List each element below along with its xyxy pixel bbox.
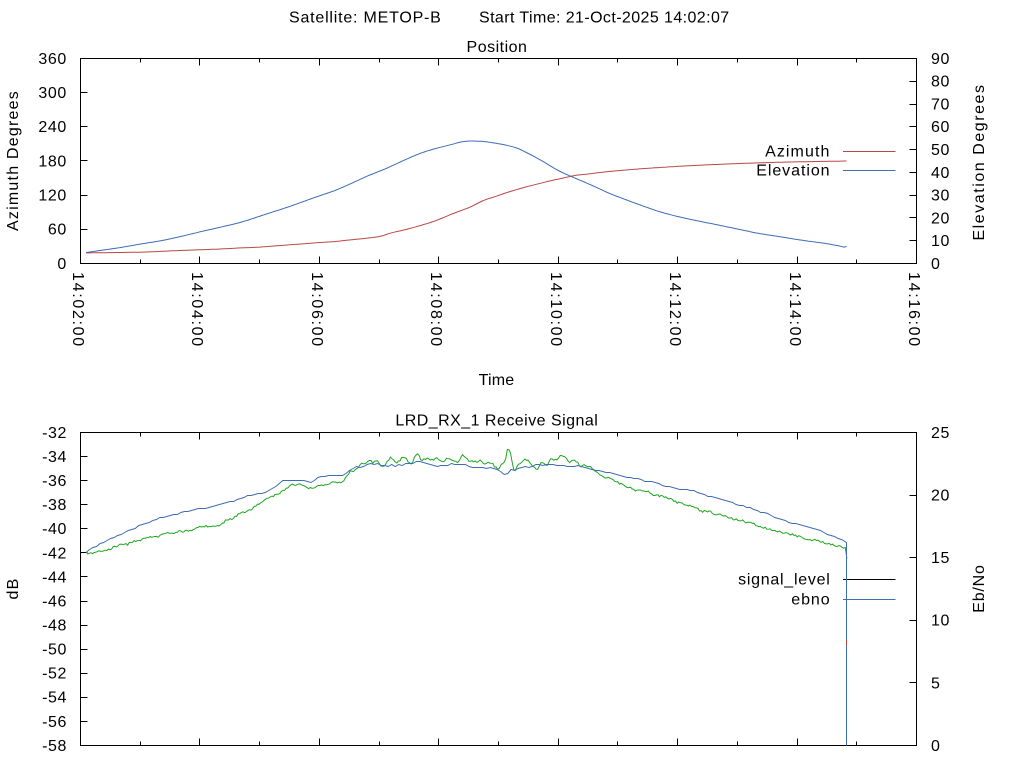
svg-text:-56: -56	[42, 714, 67, 731]
svg-text:Position: Position	[467, 39, 528, 56]
svg-text:120: 120	[38, 188, 66, 205]
svg-text:80: 80	[931, 74, 950, 91]
svg-text:Time: Time	[479, 372, 515, 389]
svg-text:-52: -52	[42, 666, 67, 683]
svg-text:180: 180	[38, 153, 66, 170]
svg-text:0: 0	[931, 256, 940, 273]
svg-text:-38: -38	[42, 497, 67, 514]
svg-text:ebno: ebno	[791, 591, 830, 608]
svg-text:-48: -48	[42, 618, 67, 635]
svg-text:-32: -32	[42, 425, 67, 442]
svg-text:Azimuth Degrees: Azimuth Degrees	[5, 90, 22, 231]
svg-text:Satellite: METOP-B: Satellite: METOP-B	[289, 10, 442, 27]
svg-text:240: 240	[38, 119, 66, 136]
svg-text:14:04:00: 14:04:00	[188, 272, 205, 348]
svg-text:0: 0	[57, 256, 66, 273]
svg-text:15: 15	[931, 550, 950, 567]
svg-text:dB: dB	[5, 577, 22, 599]
svg-text:360: 360	[38, 51, 66, 68]
svg-text:14:16:00: 14:16:00	[905, 272, 922, 348]
svg-text:-54: -54	[42, 690, 67, 707]
svg-text:-42: -42	[42, 545, 67, 562]
svg-text:-34: -34	[42, 449, 67, 466]
svg-text:LRD_RX_1 Receive Signal: LRD_RX_1 Receive Signal	[395, 413, 598, 430]
svg-text:-36: -36	[42, 473, 67, 490]
svg-text:70: 70	[931, 96, 950, 113]
svg-text:90: 90	[931, 51, 950, 68]
svg-text:14:02:00: 14:02:00	[69, 272, 86, 348]
svg-text:-50: -50	[42, 642, 67, 659]
svg-text:0: 0	[931, 738, 940, 755]
svg-text:20: 20	[931, 488, 950, 505]
svg-text:40: 40	[931, 165, 950, 182]
svg-text:-46: -46	[42, 593, 67, 610]
svg-text:Elevation Degrees: Elevation Degrees	[971, 83, 988, 240]
svg-text:14:14:00: 14:14:00	[786, 272, 803, 348]
svg-text:14:06:00: 14:06:00	[308, 272, 325, 348]
svg-text:-40: -40	[42, 521, 67, 538]
svg-text:-44: -44	[42, 569, 67, 586]
svg-text:10: 10	[931, 233, 950, 250]
svg-text:60: 60	[48, 222, 67, 239]
svg-text:60: 60	[931, 119, 950, 136]
svg-text:signal_level: signal_level	[738, 571, 830, 588]
svg-text:25: 25	[931, 425, 950, 442]
svg-text:5: 5	[931, 675, 940, 692]
svg-text:Start Time: 21-Oct-2025 14:02:: Start Time: 21-Oct-2025 14:02:07	[479, 10, 730, 27]
svg-text:14:08:00: 14:08:00	[427, 272, 444, 348]
svg-text:10: 10	[931, 613, 950, 630]
svg-text:Elevation: Elevation	[756, 162, 830, 179]
svg-text:20: 20	[931, 210, 950, 227]
svg-text:50: 50	[931, 142, 950, 159]
svg-text:300: 300	[38, 85, 66, 102]
svg-text:Eb/No: Eb/No	[971, 564, 988, 612]
svg-text:Azimuth: Azimuth	[765, 143, 830, 160]
svg-text:14:12:00: 14:12:00	[666, 272, 683, 348]
svg-text:30: 30	[931, 188, 950, 205]
svg-text:14:10:00: 14:10:00	[547, 272, 564, 348]
svg-text:-58: -58	[42, 738, 67, 755]
